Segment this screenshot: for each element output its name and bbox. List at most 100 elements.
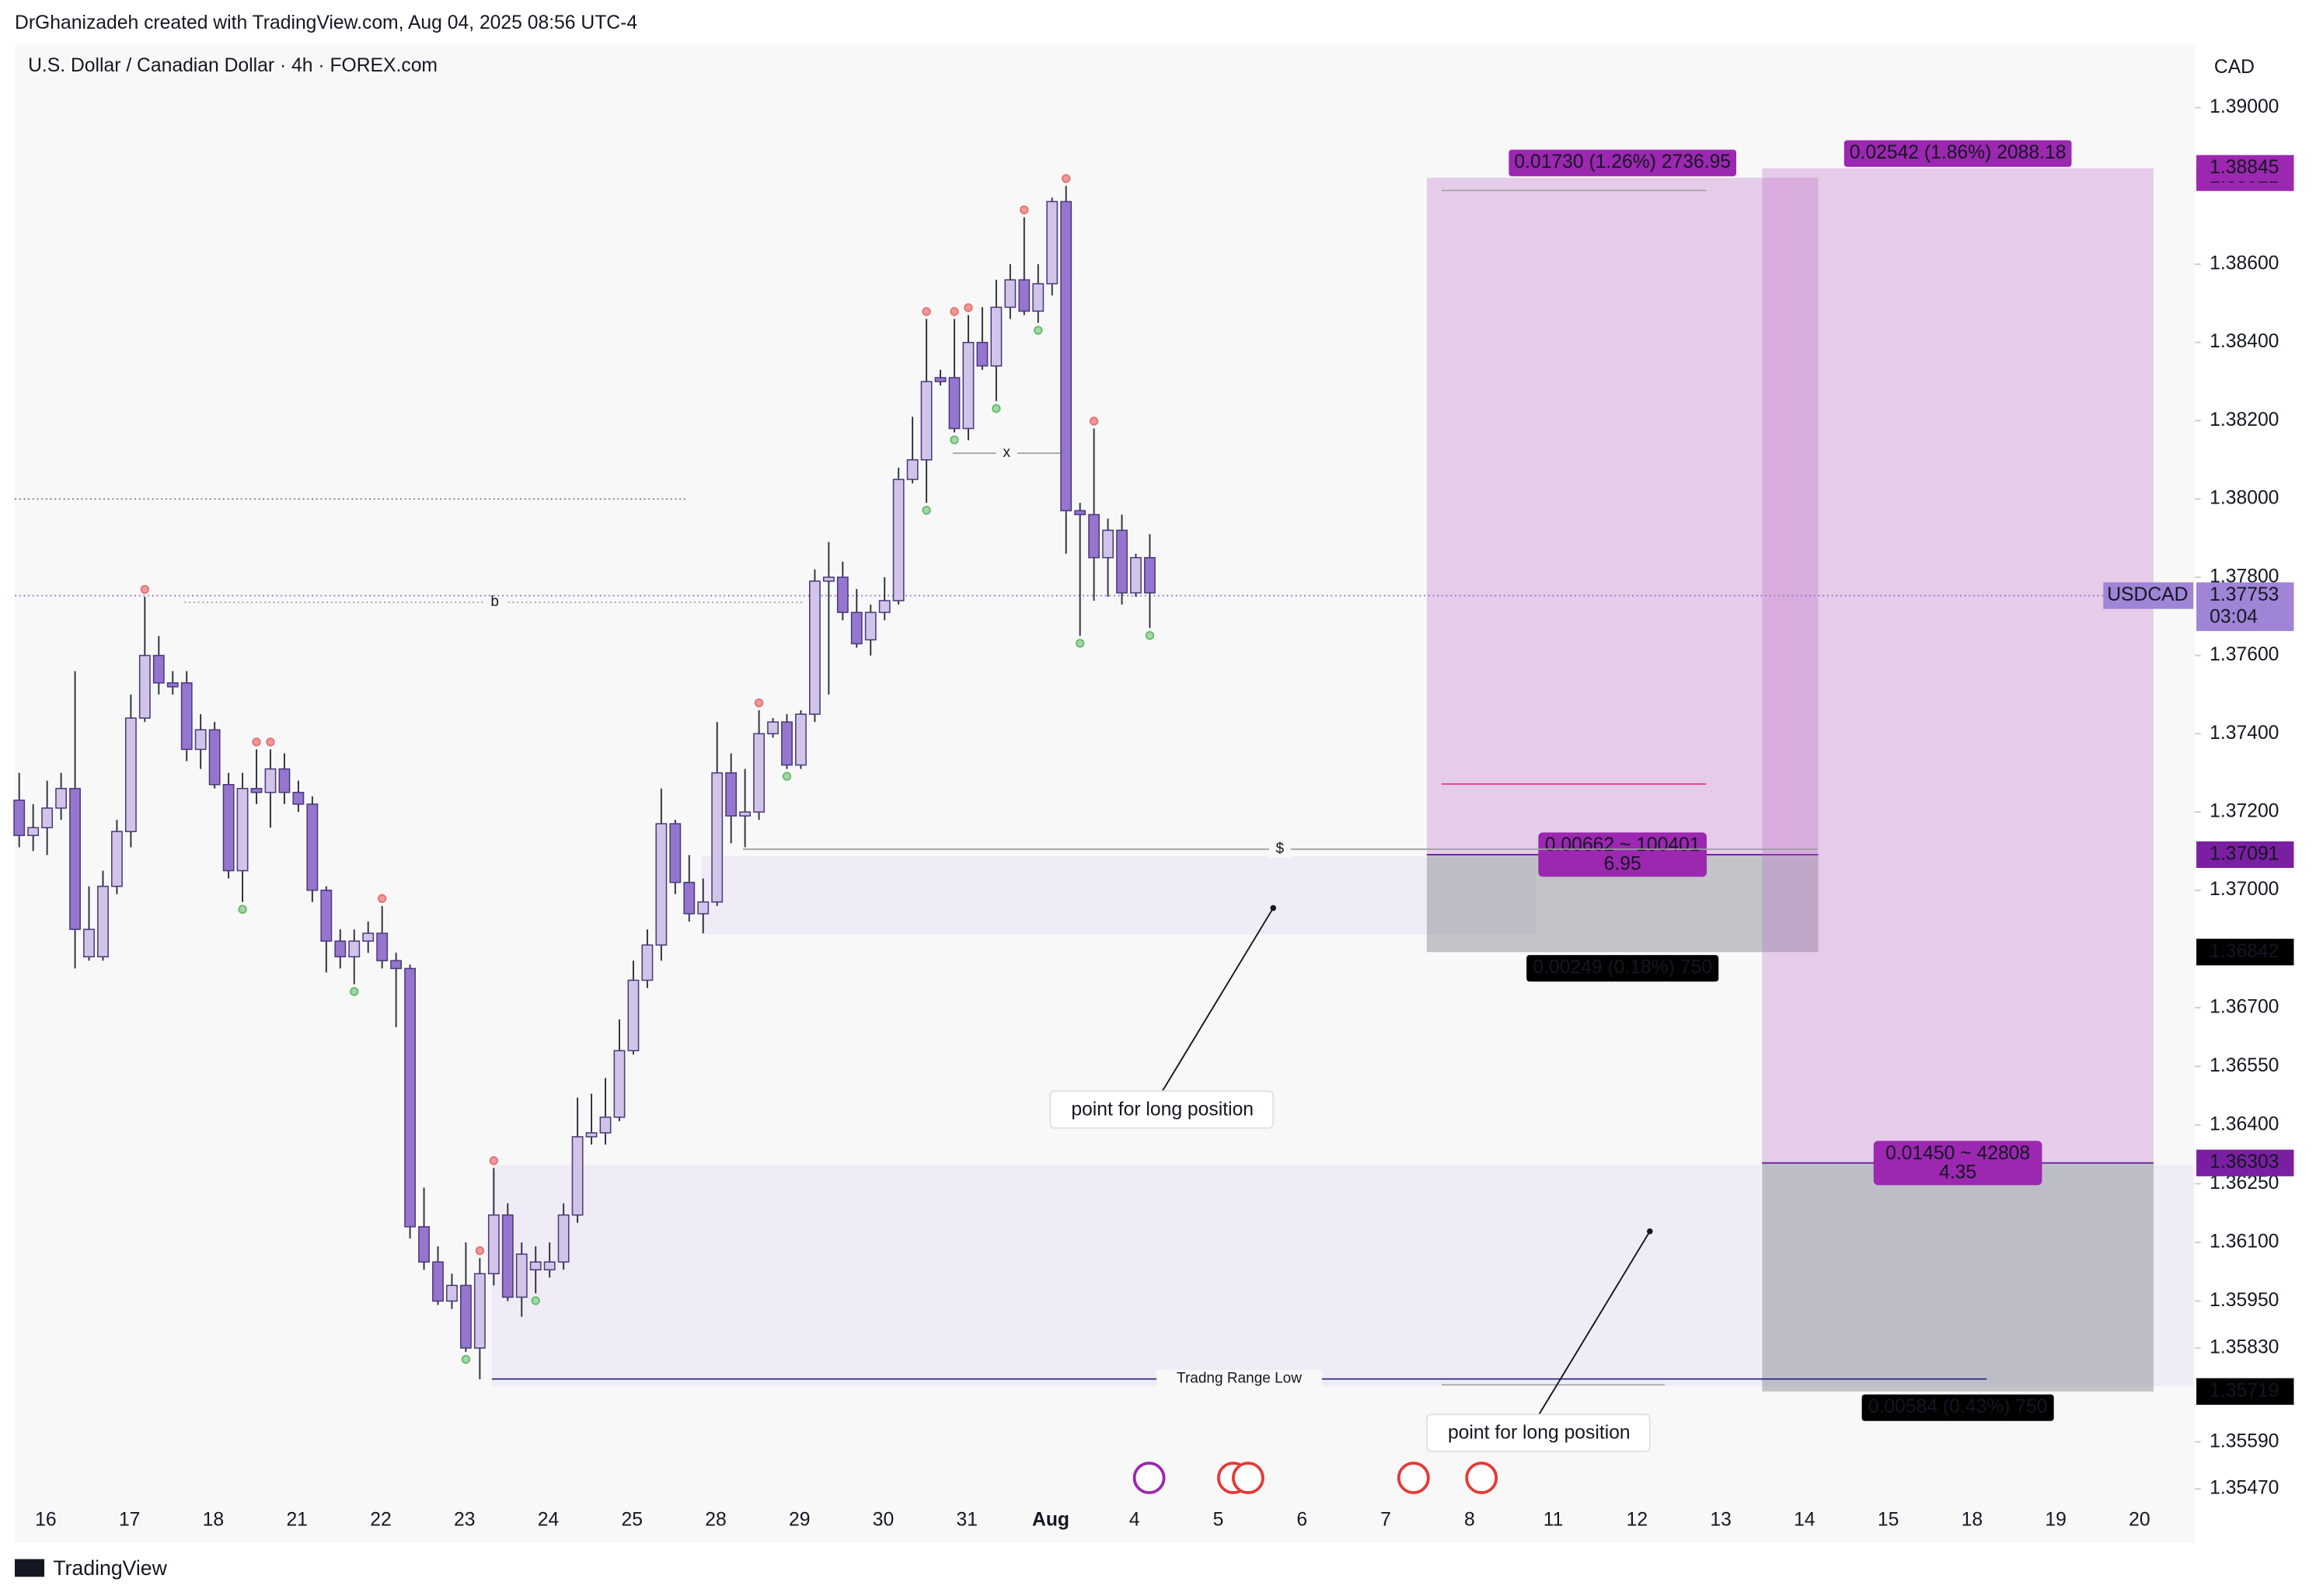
price-label-bg xyxy=(2196,841,2294,868)
event-icon xyxy=(1132,1462,1166,1494)
candle-body xyxy=(613,1050,626,1118)
target-label-bg xyxy=(1509,149,1737,176)
pivot-high xyxy=(950,307,959,316)
candle-body xyxy=(529,1261,542,1270)
y-tick-label: 1.36100 xyxy=(2210,1231,2279,1252)
candle-body xyxy=(725,772,738,817)
x-tick-label: 19 xyxy=(2045,1510,2066,1531)
candle-body xyxy=(1060,200,1073,512)
candle-body xyxy=(278,768,291,793)
target-label: 0.02542 (1.86%) 2088.18 xyxy=(1850,142,2067,163)
pivot-low xyxy=(1145,631,1155,640)
level-label-bg xyxy=(1269,840,1291,859)
level-label: Tradng Range Low xyxy=(1177,1371,1302,1387)
target-zone xyxy=(1426,177,1819,855)
candle-body xyxy=(460,1284,472,1349)
pivot-low xyxy=(350,987,359,996)
pivot-low xyxy=(922,505,931,515)
candle-body xyxy=(948,377,961,430)
pivot-low xyxy=(950,435,959,444)
candle-body xyxy=(432,1261,444,1302)
candle-body xyxy=(962,341,975,430)
candle-body xyxy=(390,960,403,970)
candle-body xyxy=(418,1226,430,1263)
currency: CAD xyxy=(2214,57,2255,78)
price-label: 1.37091 xyxy=(2210,843,2279,864)
y-tick-label: 1.35950 xyxy=(2210,1290,2279,1311)
pivot-high xyxy=(475,1246,485,1256)
pivot-low xyxy=(992,404,1001,413)
y-tick-label: 1.38600 xyxy=(2210,253,2279,274)
pivot-low xyxy=(531,1296,540,1305)
candle-body xyxy=(1116,529,1128,594)
candle-body xyxy=(194,729,207,751)
candle-body xyxy=(934,377,947,382)
candle-body xyxy=(208,729,221,786)
x-tick-label: 25 xyxy=(621,1510,642,1531)
candle-body xyxy=(822,577,835,582)
x-tick-label: 28 xyxy=(705,1510,726,1531)
level-label: x xyxy=(1003,444,1010,461)
candle-body xyxy=(627,979,640,1051)
x-tick-label: 18 xyxy=(203,1510,224,1531)
x-tick-label: 11 xyxy=(1543,1510,1564,1531)
candle-body xyxy=(348,940,361,958)
event-icon xyxy=(1465,1462,1498,1494)
annotation-text: point for long position xyxy=(1071,1099,1254,1120)
target-label: 0.01730 (1.26%) 2736.95 xyxy=(1514,152,1731,172)
last-price-bg xyxy=(2196,582,2294,632)
pivot-high xyxy=(266,737,275,747)
candle-body xyxy=(69,788,81,930)
pivot-high xyxy=(1020,205,1029,214)
candle-body xyxy=(920,381,933,461)
candle-body xyxy=(1032,283,1045,312)
candle-body xyxy=(83,929,95,958)
candle-body xyxy=(111,831,123,887)
candle-body xyxy=(404,967,416,1228)
candle-body xyxy=(264,768,277,793)
candle-body xyxy=(1144,556,1156,594)
candle-body xyxy=(557,1214,570,1263)
y-tick-label: 1.39000 xyxy=(2210,96,2279,117)
candle-body xyxy=(222,783,235,872)
candle-body xyxy=(655,823,668,946)
candle-body xyxy=(836,577,849,613)
pivot-high xyxy=(489,1156,499,1166)
level-label-bg xyxy=(1156,1370,1322,1389)
entry-label: 4.35 xyxy=(1939,1162,1976,1183)
x-tick-label: 4 xyxy=(1129,1510,1140,1531)
price-label: 1.36303 xyxy=(2210,1152,2279,1173)
price-label-bg xyxy=(2196,155,2294,182)
price-label-bg xyxy=(2196,939,2294,966)
y-tick-label: 1.37400 xyxy=(2210,723,2279,744)
logo-icon xyxy=(15,1559,45,1577)
x-tick-label: 5 xyxy=(1213,1510,1224,1531)
candle-body xyxy=(641,944,654,981)
x-tick-label: 22 xyxy=(370,1510,391,1531)
pivot-low xyxy=(1034,326,1043,335)
candle-body xyxy=(236,788,249,872)
annotation-point xyxy=(1270,904,1277,911)
price-label-bg xyxy=(2196,1378,2294,1405)
y-tick-label: 1.37600 xyxy=(2210,644,2279,665)
last-price: 1.37753 xyxy=(2210,584,2279,605)
level-label: b xyxy=(490,594,499,610)
candle-body xyxy=(669,823,682,883)
pivot-low xyxy=(461,1354,471,1364)
pivot-high xyxy=(377,894,387,904)
pivot-high xyxy=(1089,416,1099,426)
candle-body xyxy=(864,612,877,641)
candle-body xyxy=(767,721,779,735)
pivot-low xyxy=(238,904,247,915)
candle-body xyxy=(41,807,54,828)
pivot-high xyxy=(964,303,973,312)
target-zone xyxy=(1762,168,2154,1163)
pivot-high xyxy=(1061,174,1071,183)
annotation-leader xyxy=(1161,908,1275,1092)
y-tick-label: 1.36400 xyxy=(2210,1113,2279,1134)
candle-body xyxy=(487,1214,500,1274)
event-icons xyxy=(1132,1462,1498,1494)
y-tick-label: 1.36700 xyxy=(2210,996,2279,1017)
candle-body xyxy=(292,792,305,805)
level-label: $ xyxy=(1276,841,1285,857)
